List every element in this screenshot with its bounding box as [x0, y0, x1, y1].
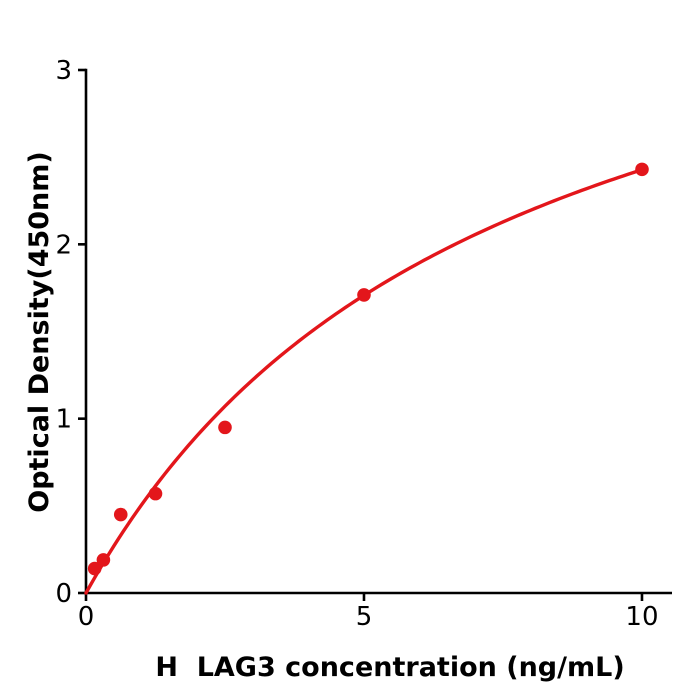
data-point [635, 162, 649, 177]
y-tick-label: 1 [55, 405, 72, 435]
y-tick-label: 3 [55, 56, 72, 86]
x-tick-label: 5 [356, 602, 373, 632]
x-tick-label: 0 [78, 602, 95, 632]
y-axis-label: Optical Density(450nm) [24, 151, 55, 513]
x-axis-label: H LAG3 concentration (ng/mL) [155, 652, 624, 683]
data-point [357, 288, 371, 302]
data-point [96, 553, 111, 567]
data-point [113, 507, 128, 522]
axes: 0 5 10 0 1 2 3 [55, 56, 672, 632]
y-tick-label: 0 [55, 579, 72, 609]
y-tick-label: 2 [55, 230, 72, 260]
x-tick-label: 10 [625, 602, 658, 632]
data-point [148, 486, 163, 501]
fit-curve [84, 168, 644, 595]
data-point [218, 420, 232, 435]
data-series [84, 162, 649, 595]
data-point [87, 561, 102, 576]
